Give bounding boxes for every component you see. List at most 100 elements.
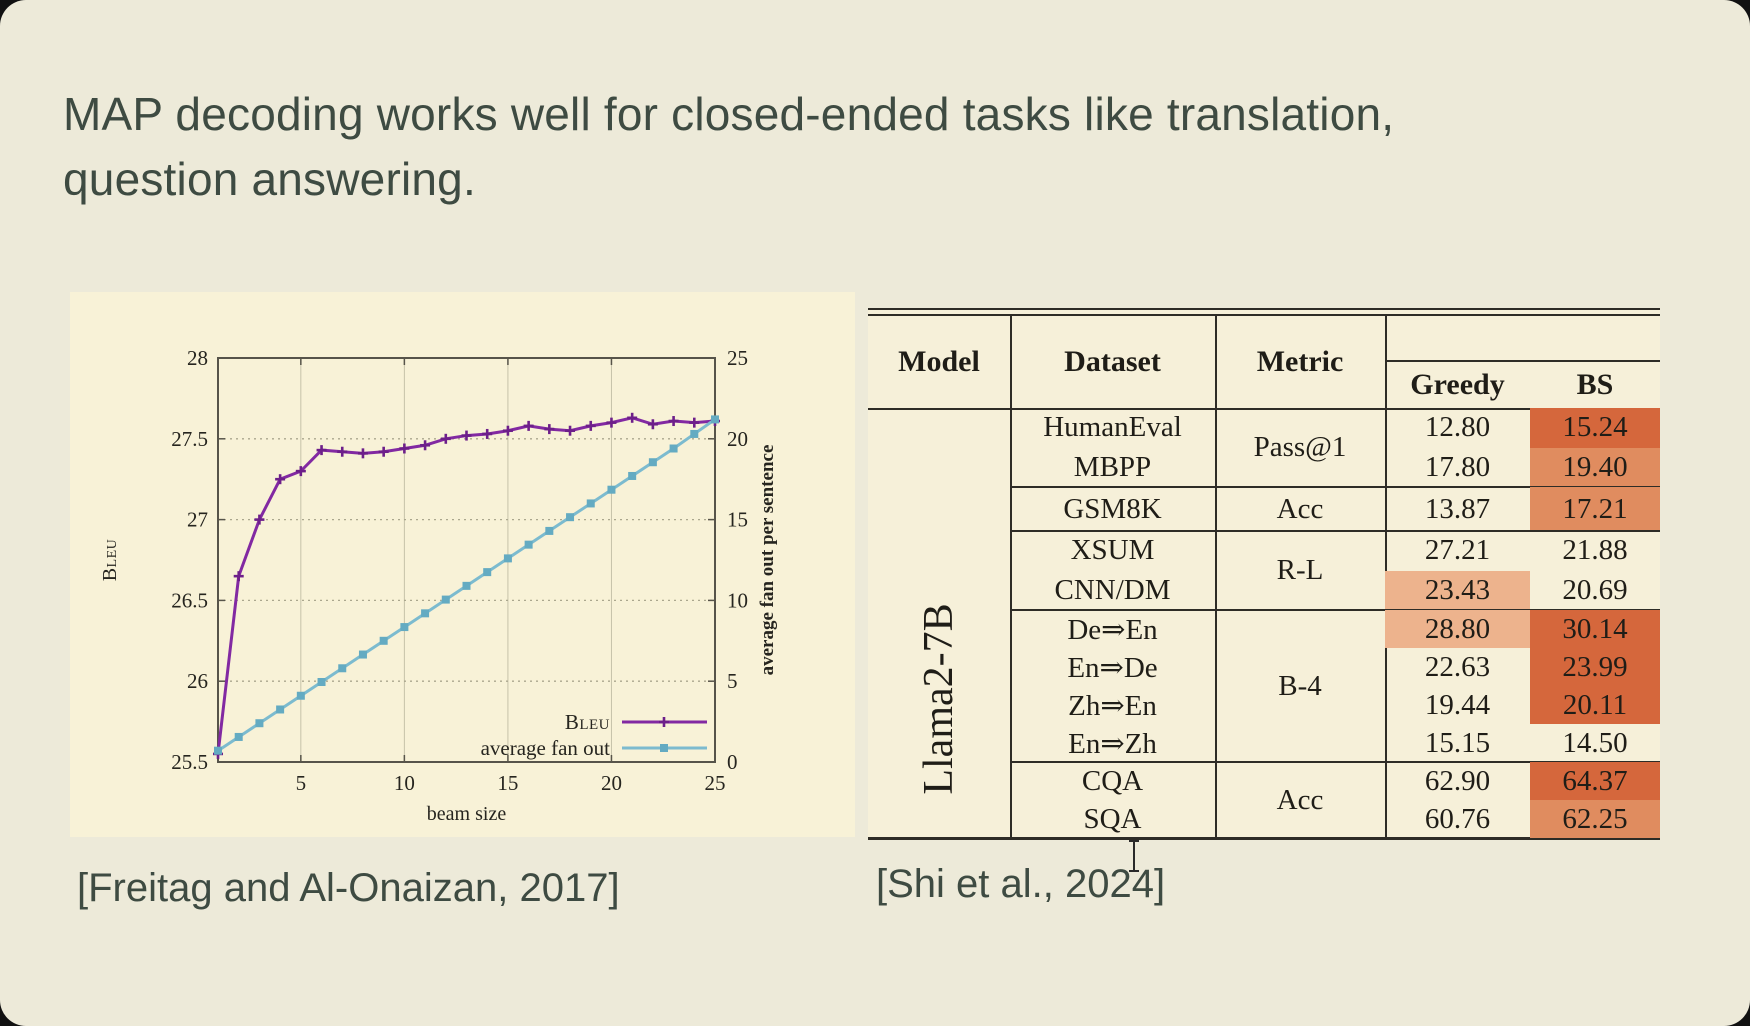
y-axis-label-left: Bleu xyxy=(99,539,121,582)
bs-value: 14.50 xyxy=(1562,726,1628,759)
x-tick-label: 5 xyxy=(296,771,307,795)
greedy-value: 17.80 xyxy=(1424,450,1491,483)
citation-freitag: [Freitag and Al-Onaizan, 2017] xyxy=(77,866,620,910)
bs-value: 30.14 xyxy=(1530,610,1660,648)
marker-square xyxy=(524,540,533,549)
y-tick-label-left: 28 xyxy=(187,346,208,370)
y-tick-label-left: 25.5 xyxy=(171,750,208,774)
dataset-cell: HumanEval xyxy=(1043,411,1182,444)
ibeam-cursor xyxy=(1127,838,1141,874)
marker-square xyxy=(503,554,512,563)
y-tick-label-left: 27 xyxy=(187,508,208,532)
col-header-bs: BS xyxy=(1576,368,1614,401)
group-separator xyxy=(1010,761,1660,763)
table-subheader-rule xyxy=(1385,360,1660,362)
greedy-value: 13.87 xyxy=(1424,492,1491,525)
ibeam-cap-bottom xyxy=(1129,870,1139,872)
marker-square xyxy=(441,595,450,604)
marker-square xyxy=(607,485,616,494)
marker-square xyxy=(483,568,492,577)
results-table: Model Dataset Metric Greedy BS Llama2-7B… xyxy=(868,308,1660,840)
greedy-value: 60.76 xyxy=(1424,802,1491,835)
marker-square xyxy=(462,581,471,590)
bs-value: 19.40 xyxy=(1530,447,1660,487)
marker-square xyxy=(379,636,388,645)
bs-value: 62.25 xyxy=(1530,800,1660,838)
x-tick-label: 25 xyxy=(705,771,726,795)
dataset-cell: En⇒De xyxy=(1067,651,1158,684)
greedy-value: 28.80 xyxy=(1385,610,1530,648)
marker-square xyxy=(276,705,285,714)
dataset-cell: CNN/DM xyxy=(1054,573,1171,606)
x-axis-label: beam size xyxy=(427,803,507,825)
citation-shi: [Shi et al., 2024] xyxy=(876,862,1166,906)
group-separator xyxy=(1010,486,1660,488)
bs-value: 21.88 xyxy=(1562,534,1628,567)
marker-square xyxy=(317,678,326,687)
greedy-value: 22.63 xyxy=(1424,650,1491,683)
marker-square xyxy=(586,499,595,508)
bs-value: 20.69 xyxy=(1562,573,1628,606)
x-tick-label: 20 xyxy=(601,771,622,795)
metric-cell: Pass@1 xyxy=(1253,431,1347,463)
y-tick-label-right: 10 xyxy=(727,588,748,612)
y-tick-label-right: 0 xyxy=(727,750,738,774)
bleu-fanout-chart-svg: 5 10 15 20 25 25.5 26 26.5 27 27.5 28 0 5 10 15 20 25 bea… xyxy=(99,346,778,825)
metric-cell: Acc xyxy=(1276,492,1324,525)
dataset-cell: De⇒En xyxy=(1067,613,1158,646)
marker-square xyxy=(400,623,409,632)
dataset-cell: En⇒Zh xyxy=(1068,727,1157,760)
title-line-1: MAP decoding works well for closed-ended… xyxy=(63,88,1395,140)
x-tick-label: 10 xyxy=(394,771,415,795)
dataset-cell: GSM8K xyxy=(1063,492,1162,525)
bs-value: 64.37 xyxy=(1530,762,1660,800)
marker-square xyxy=(296,691,305,700)
y-axis-label-right: average fan out per sentence xyxy=(757,445,778,676)
col-header-metric: Metric xyxy=(1256,345,1344,378)
y-tick-label-right: 5 xyxy=(727,669,738,693)
table-vrule-model xyxy=(1010,314,1012,838)
group-separator xyxy=(1010,530,1660,532)
group-separator xyxy=(1010,609,1660,611)
greedy-value: 23.43 xyxy=(1385,570,1530,610)
title-line-2: question answering. xyxy=(63,153,476,206)
legend-label-fanout: average fan out xyxy=(481,736,611,760)
y-tick-label-left: 26.5 xyxy=(171,588,208,612)
marker-square xyxy=(421,609,430,618)
ibeam-stem xyxy=(1133,841,1135,871)
dataset-cell: SQA xyxy=(1083,802,1142,835)
y-tick-label-right: 25 xyxy=(727,346,748,370)
marker-square xyxy=(628,471,637,480)
y-tick-label-right: 20 xyxy=(727,427,748,451)
col-header-dataset: Dataset xyxy=(1064,345,1161,378)
table-vrule-dataset xyxy=(1215,314,1217,838)
marker-square xyxy=(690,429,699,438)
model-name-rotated: Llama2-7B xyxy=(916,603,962,795)
bleu-fanout-chart: 5 10 15 20 25 25.5 26 26.5 27 27.5 28 0 5 10 15 20 25 bea… xyxy=(70,292,855,837)
y-tick-label-right: 15 xyxy=(727,508,748,532)
greedy-value: 19.44 xyxy=(1424,688,1491,721)
bs-value: 15.24 xyxy=(1530,408,1660,448)
marker-square xyxy=(711,415,719,424)
greedy-value: 15.15 xyxy=(1424,726,1491,759)
metric-cell: B-4 xyxy=(1278,669,1322,702)
dataset-cell: XSUM xyxy=(1070,534,1155,567)
marker-square xyxy=(669,444,678,453)
table-top-rule-1 xyxy=(868,308,1660,310)
slide-title: MAP decoding works well for closed-ended… xyxy=(63,82,1623,213)
bs-value: 17.21 xyxy=(1530,487,1660,531)
table-top-rule-2 xyxy=(868,314,1660,316)
dataset-cell: CQA xyxy=(1081,764,1144,797)
greedy-value: 27.21 xyxy=(1424,534,1491,567)
col-header-model: Model xyxy=(898,345,980,378)
greedy-value: 12.80 xyxy=(1424,411,1491,444)
plot-border xyxy=(217,357,716,763)
marker-square xyxy=(545,526,554,535)
legend-marker xyxy=(660,744,668,752)
marker-square xyxy=(255,719,264,728)
marker-square xyxy=(648,458,657,467)
metric-cell: Acc xyxy=(1276,783,1324,816)
x-tick-label: 15 xyxy=(497,771,518,795)
marker-square xyxy=(214,746,222,755)
